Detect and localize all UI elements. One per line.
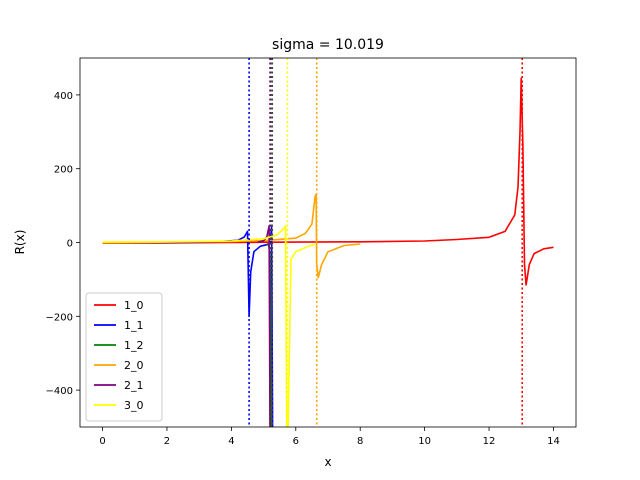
series-line-1_0: [102, 77, 554, 286]
x-tick-label: 12: [483, 436, 496, 447]
x-tick-label: 6: [293, 436, 299, 447]
x-tick-label: 10: [418, 436, 431, 447]
legend-label-2_0: 2_0: [124, 359, 144, 372]
y-tick-label: 200: [54, 165, 73, 176]
plot-frame: [79, 57, 577, 428]
legend: 1_0 1_1 1_2 2_0 2_1 3_0: [85, 292, 163, 422]
x-tick-label: 4: [228, 436, 234, 447]
y-tick-label: 400: [54, 91, 73, 102]
x-tick-label: 2: [164, 436, 170, 447]
plot-area: [102, 58, 554, 427]
y-tick-label: 0: [67, 239, 73, 250]
legend-label-1_0: 1_0: [124, 299, 144, 312]
legend-label-3_0: 3_0: [124, 399, 144, 412]
x-tick-label: 0: [99, 436, 105, 447]
chart-title: sigma = 10.019: [272, 37, 384, 53]
y-tick-label: −400: [46, 386, 73, 397]
axes-layer: 0 2 4 6 8 10 12 14 −400 −200 0 200 400: [46, 91, 560, 447]
y-axis-label: R(x): [13, 230, 27, 255]
x-axis-label: x: [324, 455, 331, 469]
series-line-2_0: [102, 193, 361, 279]
y-tick-label: −200: [46, 312, 73, 323]
legend-label-1_2: 1_2: [124, 339, 144, 352]
series-line-2_1: [256, 225, 271, 427]
x-tick-label: 8: [357, 436, 363, 447]
legend-label-2_1: 2_1: [124, 379, 144, 392]
legend-label-1_1: 1_1: [124, 319, 144, 332]
series-line-3_0: [102, 225, 316, 427]
x-tick-label: 14: [547, 436, 560, 447]
